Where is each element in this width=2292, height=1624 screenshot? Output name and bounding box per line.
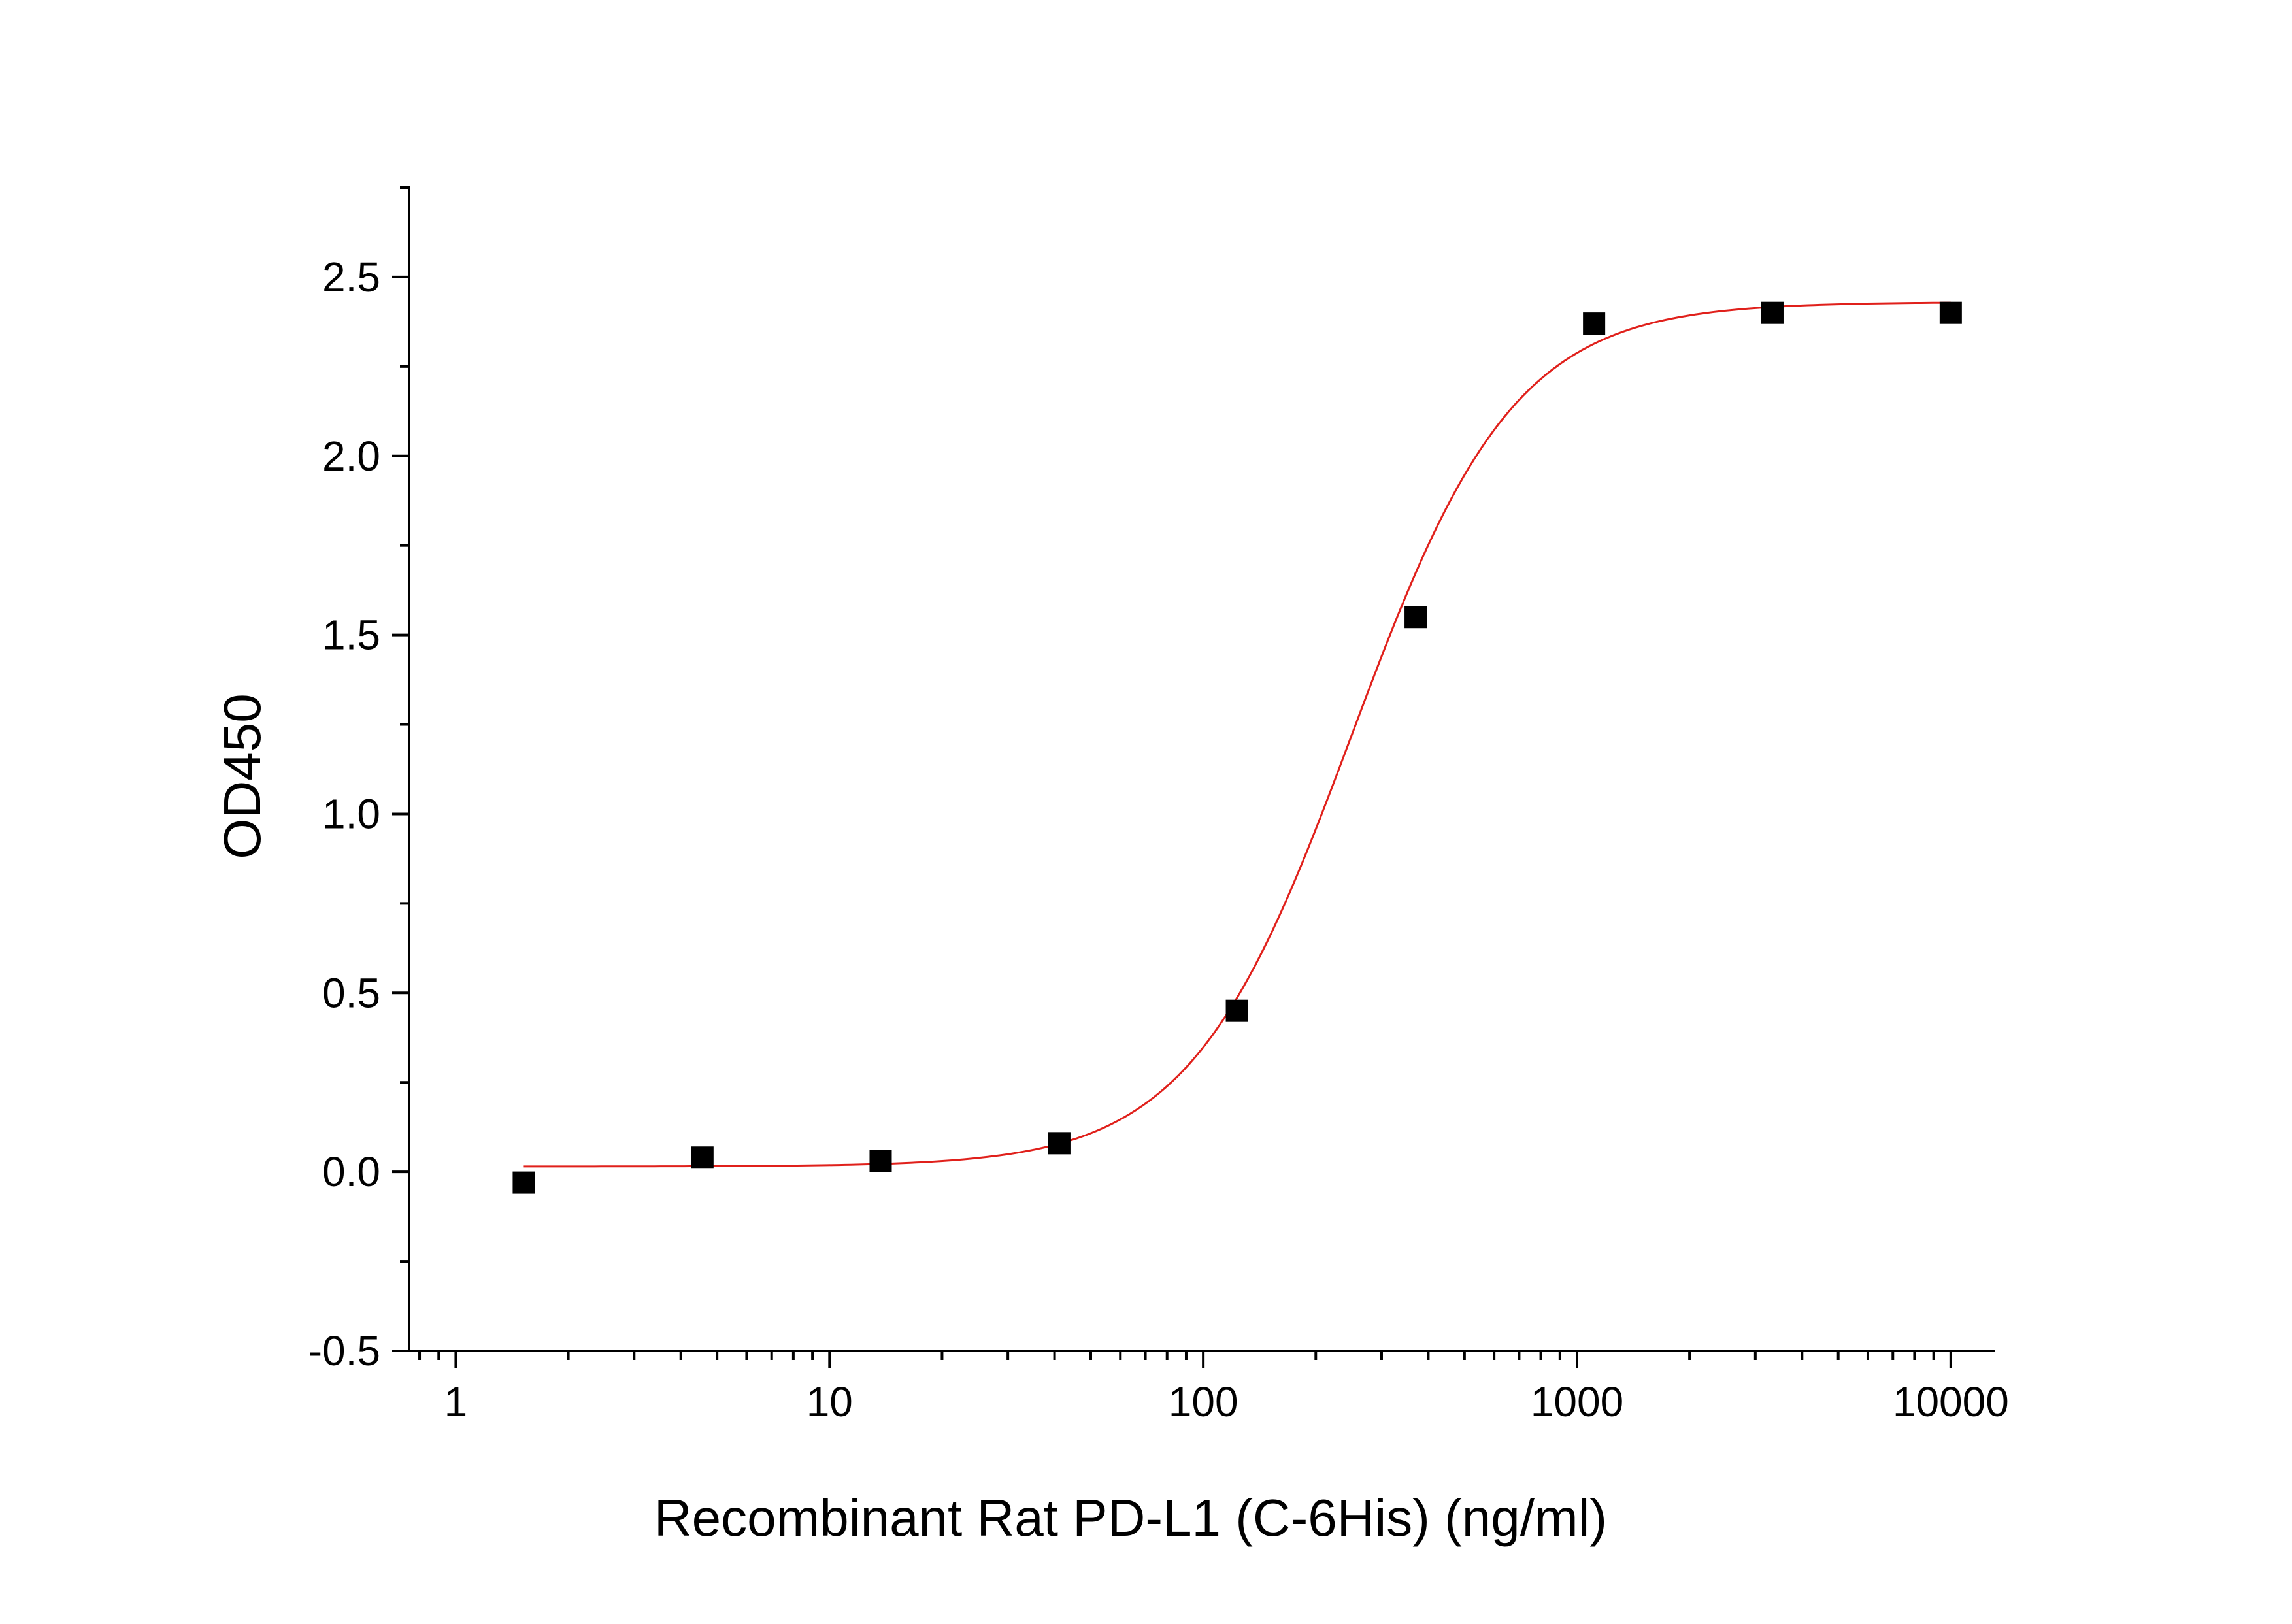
data-point <box>512 1171 535 1194</box>
data-point <box>1404 606 1427 629</box>
data-point <box>1761 301 1784 324</box>
data-point <box>1225 999 1248 1022</box>
data-point <box>869 1150 892 1172</box>
axes: -0.5 0.0 0.5 1.0 1.5 2.0 2.5 1 10 100 1000 10000 <box>308 186 2009 1425</box>
x-tick-label: 10 <box>806 1378 853 1425</box>
x-tick-label: 100 <box>1169 1378 1238 1425</box>
y-tick-label: 1.5 <box>322 612 380 659</box>
y-axis-title: OD450 <box>213 693 271 859</box>
data-point <box>1939 301 1962 324</box>
y-tick-label: 0.5 <box>322 969 380 1016</box>
x-tick-label: 10000 <box>1893 1378 2009 1425</box>
data-point <box>1583 312 1606 335</box>
data-point <box>691 1146 714 1169</box>
x-axis-title: Recombinant Rat PD-L1 (C-6His) (ng/ml) <box>654 1489 1607 1547</box>
y-tick-label: 2.0 <box>322 433 380 480</box>
data-points-layer <box>512 301 1962 1194</box>
fit-curve-layer <box>523 301 1951 1168</box>
fit-curve <box>523 301 1951 1168</box>
y-tick-label: 2.5 <box>322 254 380 301</box>
data-point <box>1048 1132 1071 1155</box>
y-tick-label: 0.0 <box>322 1148 380 1195</box>
x-tick-label: 1 <box>444 1378 468 1425</box>
x-tick-label: 1000 <box>1531 1378 1623 1425</box>
y-tick-label: -0.5 <box>308 1327 380 1374</box>
y-tick-label: 1.0 <box>322 790 380 837</box>
